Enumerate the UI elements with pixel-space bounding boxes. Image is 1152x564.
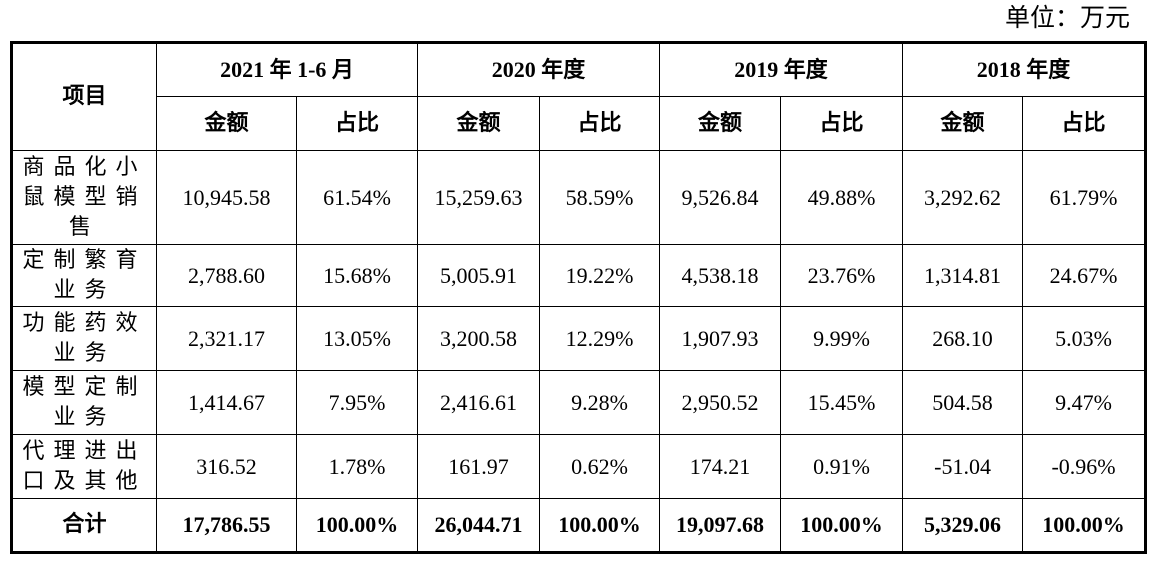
total-ratio: 100.00%	[539, 498, 661, 553]
header-amount: 金额	[902, 96, 1024, 151]
table-row: 功能药效业务 2,321.17 13.05% 3,200.58 12.29% 1…	[11, 306, 1147, 371]
header-row-periods: 项目 2021 年 1-6 月 2020 年度 2019 年度 2018 年度	[11, 42, 1147, 151]
row-item-label: 代理进出口及其他	[11, 434, 157, 499]
table-row: 代理进出口及其他 316.52 1.78% 161.97 0.62% 174.2…	[11, 434, 1147, 499]
total-amount: 5,329.06	[902, 498, 1024, 553]
total-ratio: 100.00%	[295, 498, 419, 553]
total-ratio: 100.00%	[780, 498, 904, 553]
header-period-2018: 2018 年度	[902, 42, 1147, 97]
cell-amount: 5,005.91	[417, 244, 541, 307]
cell-ratio: 0.91%	[780, 434, 904, 499]
cell-amount: 9,526.84	[659, 150, 782, 245]
cell-amount: 2,788.60	[156, 244, 297, 307]
cell-amount: 1,907.93	[659, 306, 782, 371]
total-amount: 19,097.68	[659, 498, 782, 553]
cell-amount: 3,200.58	[417, 306, 541, 371]
cell-amount: 2,416.61	[417, 370, 541, 435]
header-row-metrics: 金额 占比 金额 占比 金额 占比 金额 占比	[12, 96, 1147, 151]
cell-amount: 1,414.67	[156, 370, 297, 435]
header-ratio: 占比	[1022, 96, 1147, 151]
total-ratio: 100.00%	[1022, 498, 1147, 553]
total-row: 合计 17,786.55 100.00% 26,044.71 100.00% 1…	[11, 498, 1147, 553]
cell-ratio: 24.67%	[1022, 244, 1147, 307]
cell-ratio: 5.03%	[1022, 306, 1147, 371]
table-row: 定制繁育业务 2,788.60 15.68% 5,005.91 19.22% 4…	[11, 244, 1147, 307]
cell-ratio: 13.05%	[295, 306, 419, 371]
header-period-2019: 2019 年度	[659, 42, 904, 97]
cell-ratio: 7.95%	[295, 370, 419, 435]
cell-amount: 174.21	[659, 434, 782, 499]
cell-ratio: 19.22%	[539, 244, 661, 307]
cell-ratio: 9.47%	[1022, 370, 1147, 435]
cell-amount: 268.10	[902, 306, 1024, 371]
cell-amount: 316.52	[156, 434, 297, 499]
cell-ratio: 1.78%	[295, 434, 419, 499]
total-label: 合计	[11, 498, 157, 553]
cell-amount: 504.58	[902, 370, 1024, 435]
cell-ratio: 0.62%	[539, 434, 661, 499]
cell-ratio: 12.29%	[539, 306, 661, 371]
cell-ratio: 58.59%	[539, 150, 661, 245]
row-item-label: 定制繁育业务	[11, 244, 157, 307]
header-ratio: 占比	[539, 96, 661, 151]
cell-amount: 2,321.17	[156, 306, 297, 371]
row-item-label: 商品化小鼠模型销售	[11, 150, 157, 245]
header-ratio: 占比	[780, 96, 904, 151]
header-period-2021h1: 2021 年 1-6 月	[155, 42, 419, 97]
cell-amount: 161.97	[417, 434, 541, 499]
cell-ratio: 15.45%	[780, 370, 904, 435]
cell-amount: 3,292.62	[902, 150, 1024, 245]
cell-amount: 2,950.52	[659, 370, 782, 435]
cell-amount: 15,259.63	[417, 150, 541, 245]
cell-amount: 10,945.58	[156, 150, 297, 245]
row-item-label: 功能药效业务	[11, 306, 157, 371]
header-ratio: 占比	[295, 96, 419, 151]
cell-ratio: 61.54%	[295, 150, 419, 245]
row-item-label: 模型定制业务	[11, 370, 157, 435]
cell-ratio: 61.79%	[1022, 150, 1147, 245]
unit-label: 单位：万元	[1004, 3, 1130, 32]
header-amount: 金额	[156, 96, 297, 151]
table-row: 模型定制业务 1,414.67 7.95% 2,416.61 9.28% 2,9…	[11, 370, 1147, 435]
header-period-2020: 2020 年度	[417, 42, 661, 97]
cell-amount: 1,314.81	[902, 244, 1024, 307]
header-amount: 金额	[659, 96, 782, 151]
cell-ratio: 9.28%	[539, 370, 661, 435]
total-amount: 17,786.55	[156, 498, 297, 553]
cell-ratio: 9.99%	[780, 306, 904, 371]
cell-ratio: 15.68%	[295, 244, 419, 307]
total-amount: 26,044.71	[417, 498, 541, 553]
cell-amount: -51.04	[902, 434, 1024, 499]
cell-ratio: 49.88%	[780, 150, 904, 245]
table-row: 商品化小鼠模型销售 10,945.58 61.54% 15,259.63 58.…	[11, 150, 1147, 245]
header-amount: 金额	[417, 96, 541, 151]
cell-ratio: 23.76%	[780, 244, 904, 307]
revenue-breakdown-table: 项目 2021 年 1-6 月 2020 年度 2019 年度 2018 年度 …	[10, 41, 1148, 554]
header-item: 项目	[11, 42, 157, 151]
cell-amount: 4,538.18	[659, 244, 782, 307]
cell-ratio: -0.96%	[1022, 434, 1147, 499]
